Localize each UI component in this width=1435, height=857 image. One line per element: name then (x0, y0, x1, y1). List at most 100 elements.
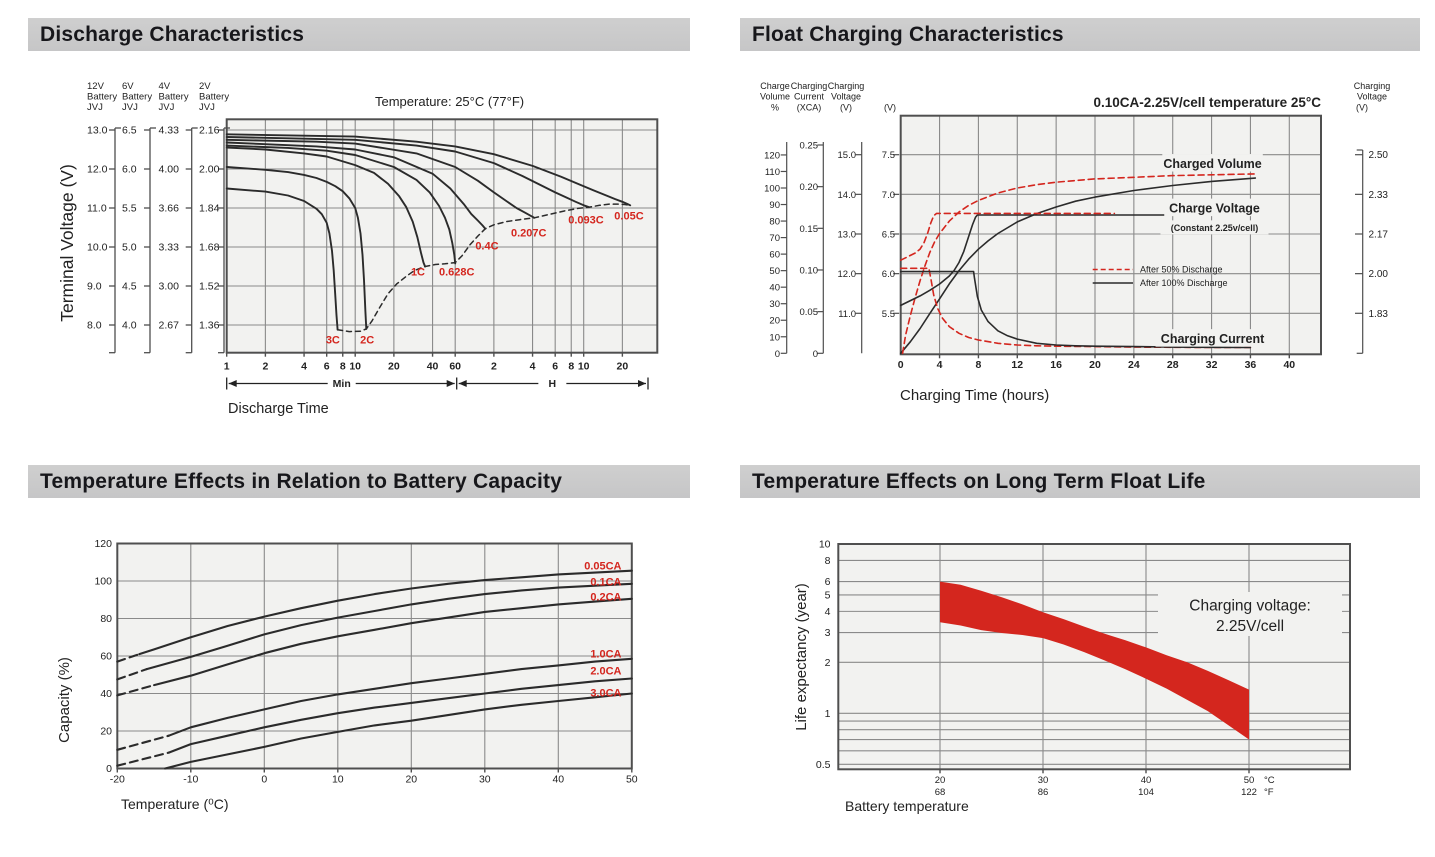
axis-tick: 90 (769, 200, 780, 211)
float-life-plot: Charging voltage: 2.25V/cell (837, 543, 1351, 774)
y-tick: 40 (100, 688, 112, 700)
x-tick: 2 (262, 361, 268, 373)
rate-label-3C: 3C (326, 334, 340, 346)
scale-tick: 13.0 (87, 125, 108, 137)
float-charging-series: Charged Volume Charge Voltage (Constant 2.… (899, 154, 1270, 355)
x-tick: 10 (578, 361, 590, 373)
y-tick: 3 (825, 627, 831, 639)
legend-label: After 50% Discharge (1140, 265, 1223, 275)
scale-header: Battery (159, 92, 189, 103)
plot-border (899, 114, 1322, 356)
x-unit-f: °F (1264, 787, 1274, 798)
scale-tick: 6.5 (122, 125, 137, 137)
plot-border (116, 542, 633, 770)
axis-tick: 2.00 (1369, 269, 1389, 280)
axis-tick: 0 (813, 349, 818, 360)
axis-header: Voltage (831, 92, 861, 102)
rate-label-0.05C: 0.05C (614, 211, 643, 223)
curve-0.2CA (153, 597, 633, 687)
section-title-discharge: Discharge Characteristics (40, 22, 305, 46)
scale-header: Battery (87, 92, 117, 103)
scale-tick: 2.67 (159, 320, 180, 332)
curve-charged-volume-100 (899, 177, 1257, 355)
scale-tick: 4.00 (159, 164, 180, 176)
scale-tick: 12.0 (87, 164, 108, 176)
float-charging-plot (899, 114, 1322, 359)
range-label: H (549, 378, 557, 390)
scale-tick: 11.0 (87, 203, 107, 215)
section-header-float-charging: Float Charging Characteristics (740, 18, 1420, 51)
curve-dashed-1.0CA (116, 734, 170, 751)
x-tick-c: 20 (935, 775, 946, 786)
x-tick: 16 (1050, 359, 1062, 371)
scale-header: 2V (199, 81, 211, 92)
curve-2C (225, 166, 368, 330)
scale-tick: 1.36 (199, 320, 220, 332)
axis-header: Charging (1354, 81, 1391, 91)
scale-tick: 10.0 (87, 242, 108, 254)
x-tick: 30 (479, 774, 491, 786)
x-tick: 2 (491, 361, 497, 373)
temp-capacity-plot (116, 542, 633, 773)
scale-header: 12V (87, 81, 105, 92)
voltage-scale-columns: 12VBatteryJVJ13.012.011.010.09.08.06VBat… (57, 81, 524, 354)
range-label: Min (333, 378, 351, 390)
x-tick: 8 (340, 361, 346, 373)
axis-tick: 20 (769, 316, 780, 327)
x-unit-c: °C (1264, 775, 1275, 786)
scale-tick: 4.5 (122, 281, 137, 293)
scale-tick: 3.33 (159, 242, 180, 254)
arrowhead-icon (446, 380, 455, 387)
x-tick: 40 (427, 361, 439, 373)
axis-tick: 0.10 (800, 265, 819, 276)
scale-tick: 4.0 (122, 320, 137, 332)
x-tick: 0 (898, 359, 904, 371)
float-charging-characteristics-chart: ChargeVolume%010203040506070809010011012… (760, 81, 1391, 404)
axis-tick: 30 (769, 299, 780, 310)
curve-3.0CA (164, 692, 633, 770)
float-life-chart: Charging voltage:2.25V/cell1086543210.52… (793, 539, 1351, 814)
y-tick: 8 (825, 555, 831, 567)
curve-charged-volume-50 (901, 173, 1257, 355)
x-tick: 40 (552, 774, 564, 786)
scale-tick: 8.0 (87, 320, 102, 332)
x-tick: 8 (975, 359, 981, 371)
axis-tick: 0.25 (800, 141, 819, 152)
scale-tick: 3.00 (159, 281, 180, 293)
x-tick: 8 (568, 361, 574, 373)
x-tick-f: 86 (1038, 787, 1049, 798)
y-tick: 20 (100, 726, 112, 738)
axis-header: Current (794, 92, 825, 102)
scale-tick: 1.52 (199, 281, 220, 293)
scale-header: JVJ (122, 102, 138, 113)
x-tick-f: 104 (1138, 787, 1154, 798)
curve-dashed-0.2CA (116, 684, 156, 697)
rate-label-2.0CA: 2.0CA (590, 666, 621, 678)
scale-tick: 1.84 (199, 203, 220, 215)
x-tick: -20 (110, 774, 125, 786)
axis-unit: (V) (840, 103, 852, 113)
legend: After 50% Discharge After 100% Discharge (1092, 265, 1228, 288)
chart-subtitle: 0.10CA-2.25V/cell temperature 25°C (1093, 95, 1321, 110)
discharge-series: 3C 2C 1C 0.628C 0.4C 0.207C 0.093C 0.05C (225, 133, 644, 346)
discharge-plot (225, 118, 659, 357)
plot-background (838, 544, 1350, 770)
scale-tick: 4.33 (159, 125, 180, 137)
section-header-discharge: Discharge Characteristics (28, 18, 690, 51)
section-header-temp-capacity: Temperature Effects in Relation to Batte… (28, 465, 690, 498)
arrowhead-icon (638, 380, 646, 387)
rate-label-0.05CA: 0.05CA (584, 561, 621, 573)
curve-2.0CA (167, 677, 633, 754)
axis-tick: 14.0 (838, 190, 857, 201)
capacity-series: 0.05CA 0.1CA 0.2CA 1.0CA 2.0CA 3.0CA (116, 561, 633, 770)
x-tick: 24 (1128, 359, 1140, 371)
x-tick-f: 122 (1241, 787, 1257, 798)
plot-background (226, 119, 658, 353)
axis-header: Charging (828, 81, 865, 91)
curve-charging-current-100 (899, 270, 1252, 349)
section-title-float-life: Temperature Effects on Long Term Float L… (752, 469, 1206, 493)
rate-label-0.093C: 0.093C (568, 215, 604, 227)
axis-tick: 70 (769, 233, 780, 244)
axis-tick: 7.5 (882, 150, 895, 161)
scale-header: 4V (159, 81, 171, 92)
